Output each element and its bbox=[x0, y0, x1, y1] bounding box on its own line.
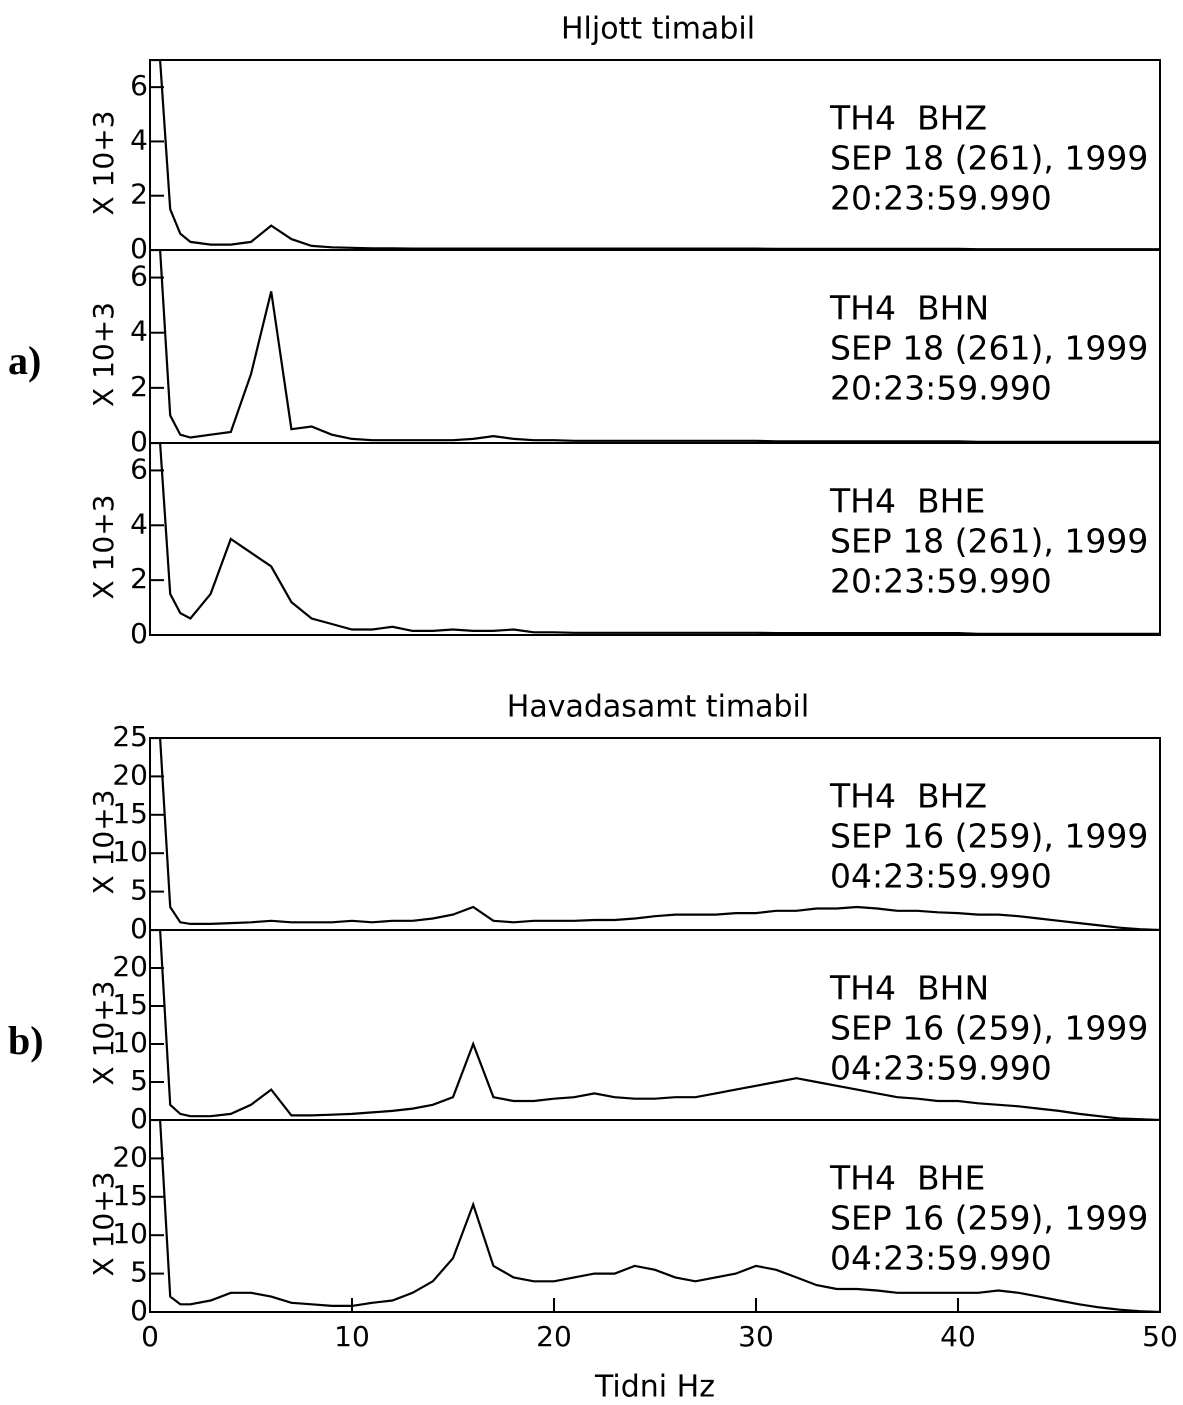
channel: BHN bbox=[917, 289, 989, 328]
panel-label: a) bbox=[8, 338, 41, 383]
station: TH4 bbox=[829, 289, 896, 328]
y-axis-label: X 10+3 bbox=[87, 111, 120, 216]
channel: BHE bbox=[917, 482, 985, 521]
panel-frame bbox=[149, 1119, 1161, 1313]
panel-frame bbox=[149, 442, 1161, 636]
spectrum-line bbox=[150, 250, 1160, 443]
y-tick-label: 20 bbox=[112, 1140, 148, 1173]
y-tick-label: 0 bbox=[130, 617, 148, 650]
y-axis-label: X 10+3 bbox=[87, 790, 120, 895]
station: TH4 bbox=[829, 969, 896, 1008]
y-axis-label: X 10+3 bbox=[87, 981, 120, 1086]
channel: BHN bbox=[917, 969, 989, 1008]
y-tick-label: 2 bbox=[130, 370, 148, 403]
y-axis-label: X 10+3 bbox=[87, 495, 120, 600]
panel-label: b) bbox=[8, 1018, 44, 1063]
y-tick-label: 6 bbox=[130, 452, 148, 485]
group-title: Hljott timabil bbox=[561, 12, 755, 47]
date: SEP 18 (261), 1999 bbox=[830, 522, 1148, 561]
time: 20:23:59.990 bbox=[830, 369, 1052, 408]
y-tick-label: 10 bbox=[112, 835, 148, 868]
y-tick-label: 2 bbox=[130, 178, 148, 211]
y-tick-label: 20 bbox=[112, 950, 148, 983]
y-tick-label: 0 bbox=[130, 232, 148, 265]
station: TH4 bbox=[829, 99, 896, 138]
date: SEP 16 (259), 1999 bbox=[830, 1009, 1148, 1048]
y-tick-label: 20 bbox=[112, 758, 148, 791]
y-tick-label: 25 bbox=[112, 720, 148, 753]
y-axis-label: X 10+3 bbox=[87, 302, 120, 407]
x-tick-label: 30 bbox=[738, 1320, 774, 1353]
x-tick-label: 40 bbox=[940, 1320, 976, 1353]
y-axis-label: X 10+3 bbox=[87, 1172, 120, 1277]
y-tick-label: 5 bbox=[130, 1256, 148, 1289]
y-tick-label: 10 bbox=[112, 1026, 148, 1059]
x-tick-label: 0 bbox=[141, 1320, 159, 1353]
time: 20:23:59.990 bbox=[830, 562, 1052, 601]
station: TH4 bbox=[829, 777, 896, 816]
spectrum-line bbox=[150, 738, 1160, 930]
time: 04:23:59.990 bbox=[830, 1049, 1052, 1088]
y-tick-label: 0 bbox=[130, 1294, 148, 1327]
y-tick-label: 15 bbox=[112, 988, 148, 1021]
y-tick-label: 4 bbox=[130, 507, 148, 540]
date: SEP 18 (261), 1999 bbox=[830, 329, 1148, 368]
y-tick-label: 10 bbox=[112, 1217, 148, 1250]
x-tick-label: 50 bbox=[1142, 1320, 1178, 1353]
y-tick-label: 5 bbox=[130, 874, 148, 907]
y-tick-label: 4 bbox=[130, 315, 148, 348]
spectrum-line bbox=[150, 1120, 1160, 1312]
y-tick-label: 0 bbox=[130, 1102, 148, 1135]
station: TH4 bbox=[829, 482, 896, 521]
date: SEP 18 (261), 1999 bbox=[830, 139, 1148, 178]
time: 04:23:59.990 bbox=[830, 1239, 1052, 1278]
y-tick-label: 5 bbox=[130, 1064, 148, 1097]
spectrum-line bbox=[150, 930, 1160, 1120]
channel: BHZ bbox=[917, 777, 987, 816]
channel: BHE bbox=[917, 1159, 985, 1198]
y-tick-label: 2 bbox=[130, 562, 148, 595]
group-title: Havadasamt timabil bbox=[507, 690, 809, 725]
time: 04:23:59.990 bbox=[830, 857, 1052, 896]
x-tick-label: 10 bbox=[334, 1320, 370, 1353]
y-tick-label: 4 bbox=[130, 123, 148, 156]
x-axis-label: Tidni Hz bbox=[594, 1370, 715, 1405]
channel: BHZ bbox=[917, 99, 987, 138]
date: SEP 16 (259), 1999 bbox=[830, 817, 1148, 856]
time: 20:23:59.990 bbox=[830, 179, 1052, 218]
y-tick-label: 6 bbox=[130, 69, 148, 102]
x-tick-label: 20 bbox=[536, 1320, 572, 1353]
y-tick-label: 15 bbox=[112, 797, 148, 830]
station: TH4 bbox=[829, 1159, 896, 1198]
y-tick-label: 6 bbox=[130, 260, 148, 293]
y-tick-label: 0 bbox=[130, 912, 148, 945]
spectrum-line bbox=[150, 443, 1160, 635]
y-tick-label: 0 bbox=[130, 425, 148, 458]
date: SEP 16 (259), 1999 bbox=[830, 1199, 1148, 1238]
y-tick-label: 15 bbox=[112, 1179, 148, 1212]
